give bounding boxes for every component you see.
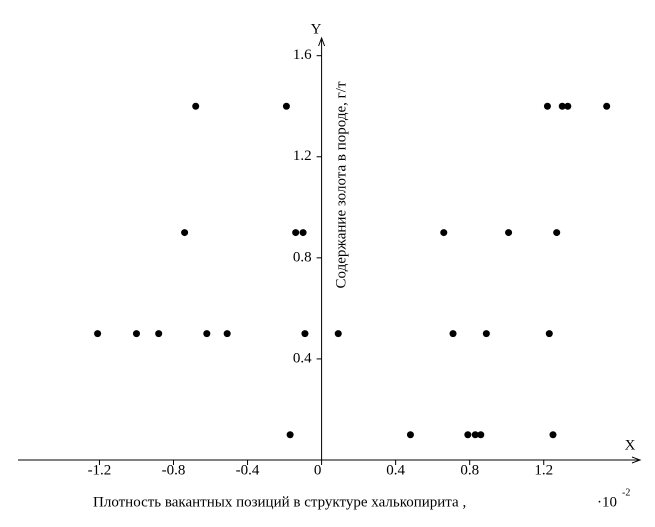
point [155,330,163,338]
point [292,229,300,237]
x-arrow [631,456,642,464]
point [192,102,200,110]
point [181,229,189,237]
y-tick-label: 0.8 [293,249,312,265]
point [449,330,457,338]
point [603,102,611,110]
y-arrow [318,36,326,47]
x-axis-label: Плотность вакантных позиций в структуре … [93,494,466,510]
x-axis-name: X [625,437,636,453]
x-multiplier-exponent: -2 [622,487,630,498]
point [471,431,479,439]
point [223,330,231,338]
x-tick-label: 0.8 [460,462,479,478]
point [132,330,140,338]
y-tick-label: 1.6 [293,47,312,63]
y-axis-name: Y [311,21,322,37]
point [282,102,290,110]
point [203,330,211,338]
point [464,431,472,439]
x-tick-label: 0 [314,462,322,478]
point [301,330,309,338]
x-tick-label: -0.4 [236,462,260,478]
point [558,102,566,110]
point [543,102,551,110]
y-axis-label: Содержание золота в породе, г/т [333,81,349,288]
y-tick-label: 0.4 [293,350,312,366]
point [299,229,307,237]
x-tick-label: 0.4 [386,462,405,478]
point [440,229,448,237]
point [334,330,342,338]
point [286,431,294,439]
point [477,431,485,439]
x-tick-label: -1.2 [88,462,112,478]
point [545,330,553,338]
point [553,229,561,237]
x-tick-label: 1.2 [534,462,553,478]
point [406,431,414,439]
y-tick-label: 1.2 [293,148,312,164]
point [94,330,102,338]
point [549,431,557,439]
x-tick-label: -0.8 [162,462,186,478]
point [505,229,513,237]
point [564,102,572,110]
point [482,330,490,338]
x-multiplier: ·10 [597,494,617,510]
